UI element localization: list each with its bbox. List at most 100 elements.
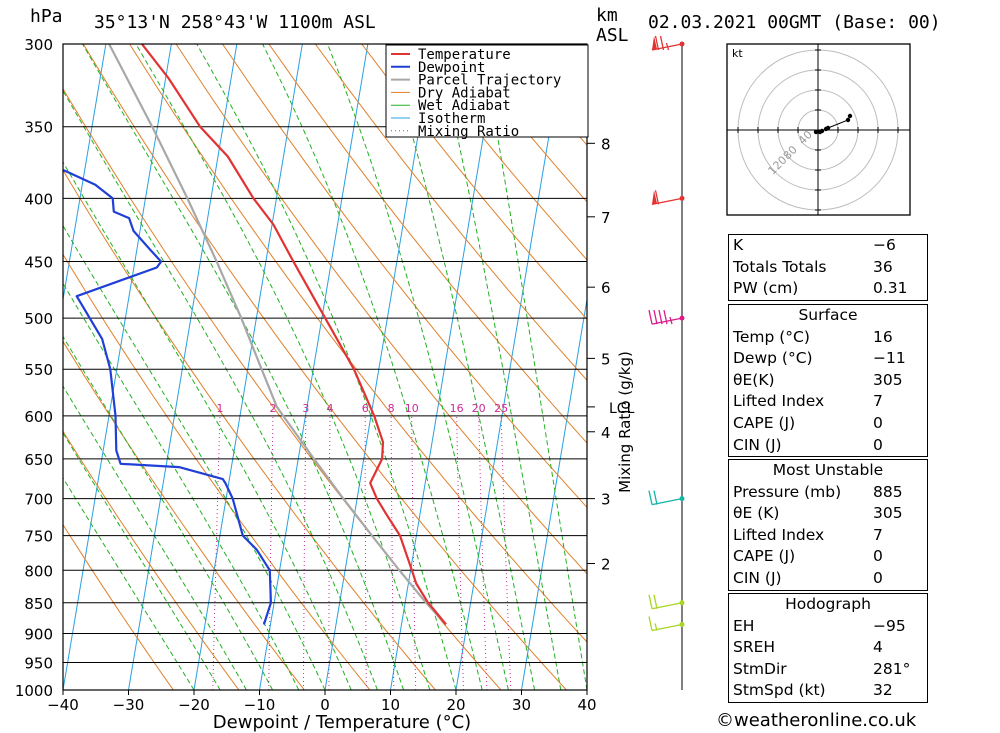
mu-cape-label: CAPE (J)	[733, 547, 796, 566]
pressure-tick-label: 400	[24, 190, 53, 208]
hodograph-point	[847, 113, 853, 119]
wet-adiabat-line	[262, 44, 483, 690]
dry-adiabat-line	[268, 44, 587, 444]
pressure-tick-label: 850	[24, 595, 53, 613]
surface-cin-value: 0	[873, 435, 883, 454]
temperature-tick-label: 10	[381, 696, 400, 714]
temperature-tick-label: 20	[446, 696, 465, 714]
isotherm-line	[63, 44, 172, 690]
mu-theta-value: 305	[873, 504, 903, 523]
temperature-tick-label: −20	[178, 696, 210, 714]
pw-label: PW (cm)	[733, 279, 799, 298]
mixing-ratio-line	[212, 415, 221, 690]
dry-adiabat-line	[129, 44, 587, 643]
mu-pressure-value: 885	[873, 482, 903, 501]
asl-unit: ASL	[596, 25, 629, 46]
x-axis-label: Dewpoint / Temperature (°C)	[213, 712, 471, 733]
isotherm-line	[455, 44, 565, 690]
pressure-tick-label: 800	[24, 562, 53, 580]
mixing-ratio-label: 1	[216, 402, 223, 415]
lcl-label: LCL	[609, 401, 635, 417]
wind-barb-full	[648, 594, 653, 609]
temperature-tick-label: −10	[244, 696, 276, 714]
wind-barb-full	[653, 490, 658, 505]
mixing-ratio-label: 20	[472, 402, 486, 415]
wind-barb-full	[648, 616, 653, 631]
stmspd-value: 32	[873, 681, 893, 700]
height-tick-label: 5	[601, 350, 611, 368]
pressure-tick-label: 550	[24, 361, 53, 379]
legend-dewpoint-label: Dewpoint	[418, 60, 485, 76]
temperature-tick-label: −30	[113, 696, 145, 714]
isotherm-line	[63, 44, 107, 303]
tt-label: Totals Totals	[733, 257, 827, 276]
wind-barb-full	[658, 309, 663, 325]
sreh-label: SREH	[733, 638, 776, 657]
indices-table: K −6 Totals Totals 36 PW (cm) 0.31	[728, 234, 928, 301]
datetime-title: 02.03.2021 00GMT (Base: 00)	[648, 12, 941, 33]
credit-text: ©weatheronline.co.uk	[716, 710, 917, 731]
dry-adiabat-line	[314, 44, 587, 382]
temperature-profile	[141, 44, 447, 626]
wet-adiabat-line	[63, 89, 378, 690]
mixing-ratio-label: 25	[494, 402, 508, 415]
isotherm-line	[390, 44, 500, 690]
mu-theta-label: θE (K)	[733, 504, 780, 523]
isotherm-line	[128, 44, 238, 690]
pressure-axis: 300 350 400 450 500 550 600 650 700 750 800 850 900 9…	[15, 36, 53, 700]
mixing-ratio-label: 4	[326, 402, 333, 415]
surface-cape-value: 0	[873, 413, 883, 432]
stmspd-label: StmSpd (kt)	[733, 681, 826, 700]
dry-adiabat-line	[63, 87, 502, 690]
dry-adiabat-line	[82, 44, 567, 690]
mu-cin-value: 0	[873, 568, 883, 587]
wind-barb	[648, 616, 685, 632]
surface-li-label: Lifted Index	[733, 392, 825, 411]
pressure-tick-label: 950	[24, 654, 53, 672]
mixing-ratio-labels: 1 2 3 4 6 8 10 16 20 25	[216, 402, 508, 415]
km-unit: km	[596, 5, 618, 26]
wind-barb	[648, 594, 685, 610]
parcel-trajectory	[108, 44, 447, 626]
mu-cape-value: 0	[873, 547, 883, 566]
wind-barb-half	[654, 623, 658, 631]
wind-barbs	[648, 35, 685, 632]
legend-dry-adiabat-label: Dry Adiabat	[418, 85, 511, 101]
eh-label: EH	[733, 616, 755, 635]
height-tick-label: 2	[601, 556, 611, 574]
wet-adiabat-line	[327, 44, 509, 690]
temperature-tick-label: −40	[47, 696, 79, 714]
wind-barb-half	[665, 42, 670, 51]
wind-barb-full	[648, 309, 653, 325]
wind-barb	[651, 35, 685, 51]
wind-barb-half	[669, 316, 673, 325]
mixing-ratio-label: 10	[405, 402, 419, 415]
isotherm-line	[259, 44, 369, 690]
wind-barb-flag	[652, 190, 657, 205]
wind-barb	[648, 490, 685, 506]
mixing-ratio-line	[500, 415, 512, 690]
temperature-axis: −40 −30 −20 −10 0 10 20 30 40	[47, 690, 597, 714]
dry-adiabat-line	[407, 44, 587, 261]
mu-pressure-label: Pressure (mb)	[733, 482, 842, 501]
wind-barb	[651, 190, 685, 205]
surface-dewp-value: −11	[873, 349, 906, 368]
surface-dewp-label: Dewp (°C)	[733, 349, 813, 368]
temperature-tick-label: 0	[320, 696, 330, 714]
legend-isotherm-label: Isotherm	[418, 111, 485, 127]
isobars	[63, 43, 587, 691]
hodograph-point	[825, 125, 831, 131]
isotherm-line	[193, 44, 303, 690]
wind-barb-full	[648, 490, 653, 505]
wind-barb-flag	[652, 36, 657, 50]
wind-barb-full	[654, 35, 660, 51]
dry-adiabat-line	[361, 44, 587, 321]
legend-mixing-ratio-label: Mixing Ratio	[418, 124, 519, 140]
pressure-tick-label: 650	[24, 451, 53, 469]
hodograph-table: Hodograph EH −95 SREH 4 StmDir 281° StmSpd …	[728, 593, 928, 703]
stmdir-label: StmDir	[733, 659, 787, 678]
mixing-ratio-label: 2	[270, 402, 277, 415]
